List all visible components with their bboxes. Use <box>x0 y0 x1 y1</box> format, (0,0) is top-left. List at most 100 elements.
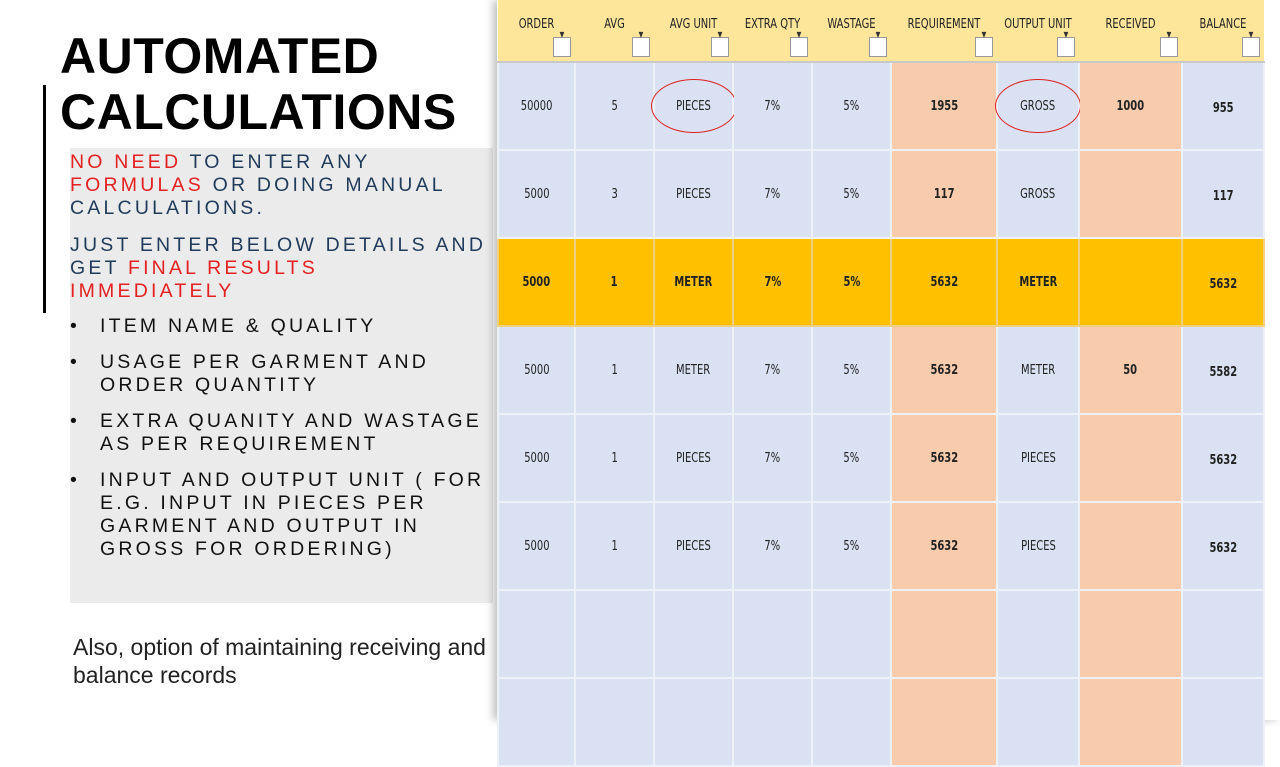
table-cell[interactable]: 7% <box>732 61 813 151</box>
filter-dropdown-button[interactable]: ▼ <box>869 30 887 57</box>
filter-dropdown-button[interactable]: ▼ <box>975 30 993 57</box>
table-cell[interactable]: GROSS <box>996 149 1080 239</box>
table-cell[interactable] <box>996 589 1080 679</box>
table-cell[interactable]: 7% <box>732 325 813 415</box>
table-cell[interactable] <box>996 677 1080 767</box>
table-cell[interactable] <box>1078 501 1183 591</box>
table-cell[interactable]: PIECES <box>653 501 734 591</box>
table-cell[interactable] <box>1078 237 1183 327</box>
filter-dropdown-button[interactable]: ▼ <box>1057 30 1075 57</box>
table-cell[interactable]: 1 <box>574 237 655 327</box>
table-cell[interactable]: METER <box>653 325 734 415</box>
table-cell[interactable] <box>1078 413 1183 503</box>
cell-value: METER <box>676 362 711 378</box>
table-cell[interactable]: 117 <box>1181 149 1265 239</box>
table-cell[interactable] <box>890 589 998 679</box>
table-cell[interactable]: 5000 <box>497 325 576 415</box>
column-header: AVG ▼ <box>575 0 654 63</box>
table-cell[interactable]: 1 <box>574 325 655 415</box>
cell-value: 5582 <box>1209 364 1237 380</box>
table-cell[interactable]: 3 <box>574 149 655 239</box>
table-cell[interactable]: 1955 <box>890 61 998 151</box>
table-cell[interactable]: 5000 <box>497 501 576 591</box>
table-cell[interactable]: 5000 <box>497 237 576 327</box>
table-cell[interactable] <box>1181 589 1265 679</box>
cell-value: 5632 <box>930 274 958 290</box>
cell-value: 7% <box>764 362 781 378</box>
cell-value: 7% <box>764 274 781 290</box>
header-label: WASTAGE <box>827 17 876 32</box>
table-cell[interactable]: 5% <box>811 237 892 327</box>
table-cell[interactable]: 5632 <box>1181 237 1265 327</box>
cell-value: 955 <box>1212 100 1234 116</box>
table-cell[interactable]: 955 <box>1181 61 1265 151</box>
table-cell[interactable]: 5 <box>574 61 655 151</box>
table-cell[interactable]: PIECES <box>653 413 734 503</box>
table-cell[interactable]: 50 <box>1078 325 1183 415</box>
table-cell[interactable] <box>1078 677 1183 767</box>
filter-dropdown-button[interactable]: ▼ <box>1160 30 1178 57</box>
table-cell[interactable]: METER <box>996 325 1080 415</box>
table-cell[interactable]: 7% <box>732 501 813 591</box>
table-cell[interactable] <box>1078 589 1183 679</box>
table-cell[interactable] <box>497 589 576 679</box>
table-cell[interactable]: 5% <box>811 501 892 591</box>
table-cell[interactable] <box>732 677 813 767</box>
table-cell[interactable] <box>653 677 734 767</box>
table-cell[interactable]: PIECES <box>650 61 737 151</box>
table-cell[interactable]: 5% <box>811 413 892 503</box>
table-cell[interactable] <box>653 589 734 679</box>
header-label: RECEIVED <box>1105 17 1156 32</box>
header-label: ORDER <box>518 17 555 32</box>
table-cell[interactable]: 5000 <box>497 149 576 239</box>
filter-dropdown-button[interactable]: ▼ <box>790 30 808 57</box>
table-cell[interactable]: 7% <box>732 237 813 327</box>
table-cell[interactable]: 7% <box>732 413 813 503</box>
cell-value: 5 <box>611 98 618 114</box>
table-cell[interactable]: 1 <box>574 501 655 591</box>
table-cell[interactable]: 5632 <box>890 325 998 415</box>
table-cell[interactable]: 5% <box>811 325 892 415</box>
cell-value: 7% <box>764 450 781 466</box>
table-cell[interactable] <box>574 589 655 679</box>
table-cell[interactable]: 7% <box>732 149 813 239</box>
table-cell[interactable]: PIECES <box>996 413 1080 503</box>
table-cell[interactable]: 117 <box>890 149 998 239</box>
table-cell[interactable] <box>497 677 576 767</box>
table-cell[interactable]: PIECES <box>996 501 1080 591</box>
cell-value: PIECES <box>676 186 711 202</box>
cell-value: 50000 <box>520 98 553 114</box>
table-cell[interactable] <box>574 677 655 767</box>
table-cell[interactable]: 5582 <box>1181 325 1265 415</box>
header-label: BALANCE <box>1199 17 1247 32</box>
table-cell[interactable]: 1 <box>574 413 655 503</box>
table-cell[interactable]: 5% <box>811 149 892 239</box>
table-cell[interactable] <box>1078 149 1183 239</box>
table-cell[interactable]: GROSS <box>995 61 1081 151</box>
table-cell[interactable]: 5000 <box>497 413 576 503</box>
filter-dropdown-button[interactable]: ▼ <box>711 30 729 57</box>
filter-dropdown-button[interactable]: ▼ <box>632 30 650 57</box>
table-cell[interactable]: METER <box>653 237 734 327</box>
filter-dropdown-button[interactable]: ▼ <box>1242 30 1260 57</box>
table-cell[interactable] <box>1181 677 1265 767</box>
table-cell[interactable]: 50000 <box>497 61 576 151</box>
column-header: REQUIREMENT ▼ <box>891 0 997 63</box>
table-cell[interactable] <box>811 677 892 767</box>
table-cell[interactable]: METER <box>996 237 1080 327</box>
table-cell[interactable]: 5% <box>811 61 892 151</box>
filter-dropdown-button[interactable]: ▼ <box>553 30 571 57</box>
table-cell[interactable]: PIECES <box>653 149 734 239</box>
table-cell[interactable]: 5632 <box>1181 413 1265 503</box>
table-cell[interactable]: 5632 <box>1181 501 1265 591</box>
table-cell[interactable] <box>890 677 998 767</box>
highlight-text: NO NEED <box>70 151 182 173</box>
table-cell[interactable]: 5632 <box>890 237 998 327</box>
cell-value: 1 <box>611 362 618 378</box>
cell-value: 50 <box>1123 362 1138 378</box>
table-cell[interactable] <box>732 589 813 679</box>
table-cell[interactable]: 5632 <box>890 413 998 503</box>
table-cell[interactable] <box>811 589 892 679</box>
table-cell[interactable]: 5632 <box>890 501 998 591</box>
table-cell[interactable]: 1000 <box>1078 61 1183 151</box>
